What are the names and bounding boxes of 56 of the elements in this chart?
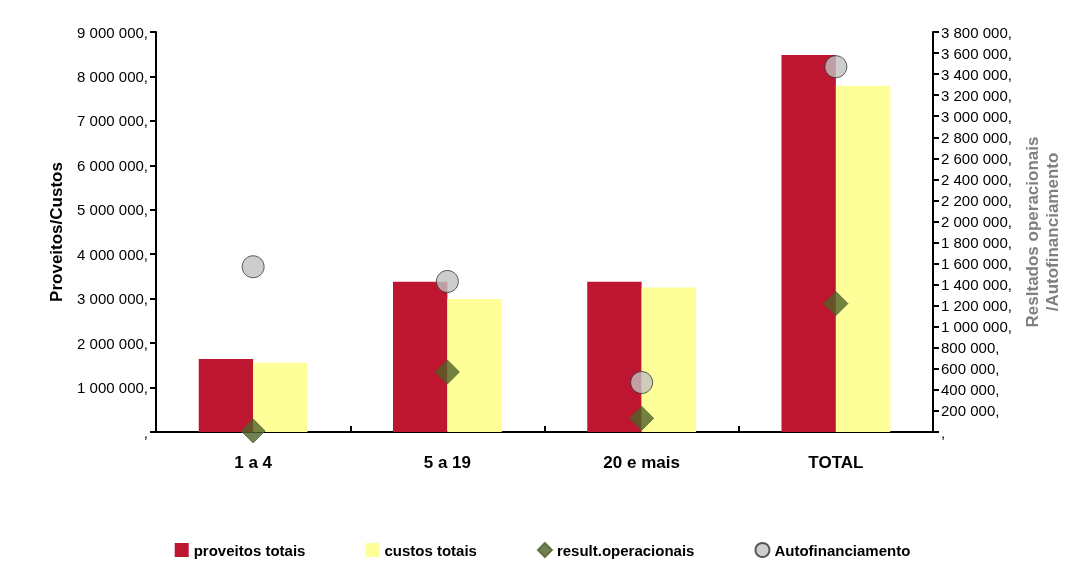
y2-tick-label: 3 200 000, bbox=[941, 86, 1012, 104]
y2-tick-label: 400 000, bbox=[941, 381, 1000, 399]
point bbox=[629, 405, 655, 431]
y2-tick-label: 2 000 000, bbox=[941, 212, 1012, 230]
legend-label: proveitos totais bbox=[193, 541, 306, 559]
y2-tick-label: 2 800 000, bbox=[941, 128, 1012, 146]
y-tick-label: 1 000 000, bbox=[77, 379, 148, 397]
point bbox=[434, 359, 460, 385]
y2-tick-label: 2 200 000, bbox=[941, 191, 1012, 209]
y2-tick-label: 800 000, bbox=[941, 339, 1000, 357]
y2-tick-label: 3 800 000, bbox=[941, 23, 1012, 41]
y-tick-label: 3 000 000, bbox=[77, 290, 148, 308]
bar bbox=[253, 362, 308, 432]
y-tick-label: 8 000 000, bbox=[77, 67, 148, 85]
y2-tick-label: 1 800 000, bbox=[941, 234, 1012, 252]
y-axis-title: Proveitos/Custos bbox=[46, 162, 66, 302]
y-tick-label: 9 000 000, bbox=[77, 23, 148, 41]
legend-label: result.operacionais bbox=[556, 541, 695, 559]
y-tick-label: , bbox=[143, 423, 148, 441]
y-tick-label: 7 000 000, bbox=[77, 112, 148, 130]
y-tick-label: 2 000 000, bbox=[77, 334, 148, 352]
y-tick-label: 6 000 000, bbox=[77, 156, 148, 174]
y2-tick-label: 3 600 000, bbox=[941, 44, 1012, 62]
bar bbox=[198, 359, 254, 432]
x-tick-label: 1 a 4 bbox=[234, 453, 273, 472]
legend-label: Autofinanciamento bbox=[774, 541, 911, 559]
bar bbox=[447, 299, 502, 432]
legend-label: custos totais bbox=[384, 541, 477, 559]
point bbox=[435, 269, 459, 293]
y2-tick-label: 3 400 000, bbox=[941, 65, 1012, 83]
x-tick-label: 5 a 19 bbox=[423, 453, 472, 472]
y2-tick-label: 2 600 000, bbox=[941, 149, 1012, 167]
bar bbox=[781, 55, 836, 432]
y2-tick-label: 1 600 000, bbox=[941, 255, 1012, 273]
bar bbox=[587, 281, 642, 432]
y2-tick-label: 3 000 000, bbox=[941, 107, 1012, 125]
y2-tick-label: 1 200 000, bbox=[941, 297, 1012, 315]
y-tick-label: 5 000 000, bbox=[77, 201, 148, 219]
x-tick-label: 20 e mais bbox=[603, 453, 680, 472]
x-tick-label: TOTAL bbox=[808, 453, 864, 472]
y2-axis-title: Resltados operacionais /Autofinanciamento bbox=[1023, 136, 1063, 328]
y-tick-label: 4 000 000, bbox=[77, 245, 148, 263]
point bbox=[824, 55, 848, 79]
point bbox=[241, 255, 265, 279]
y2-tick-label: , bbox=[941, 423, 946, 441]
bar bbox=[392, 281, 448, 432]
y2-tick-label: 1 000 000, bbox=[941, 318, 1012, 336]
y2-tick-label: 1 400 000, bbox=[941, 276, 1012, 294]
bar bbox=[641, 287, 697, 432]
point bbox=[240, 418, 266, 444]
point bbox=[823, 291, 849, 317]
bar bbox=[835, 85, 891, 432]
y2-tick-label: 600 000, bbox=[941, 360, 1000, 378]
point bbox=[630, 371, 654, 395]
y2-tick-label: 2 400 000, bbox=[941, 170, 1012, 188]
y2-tick-label: 200 000, bbox=[941, 402, 1000, 420]
